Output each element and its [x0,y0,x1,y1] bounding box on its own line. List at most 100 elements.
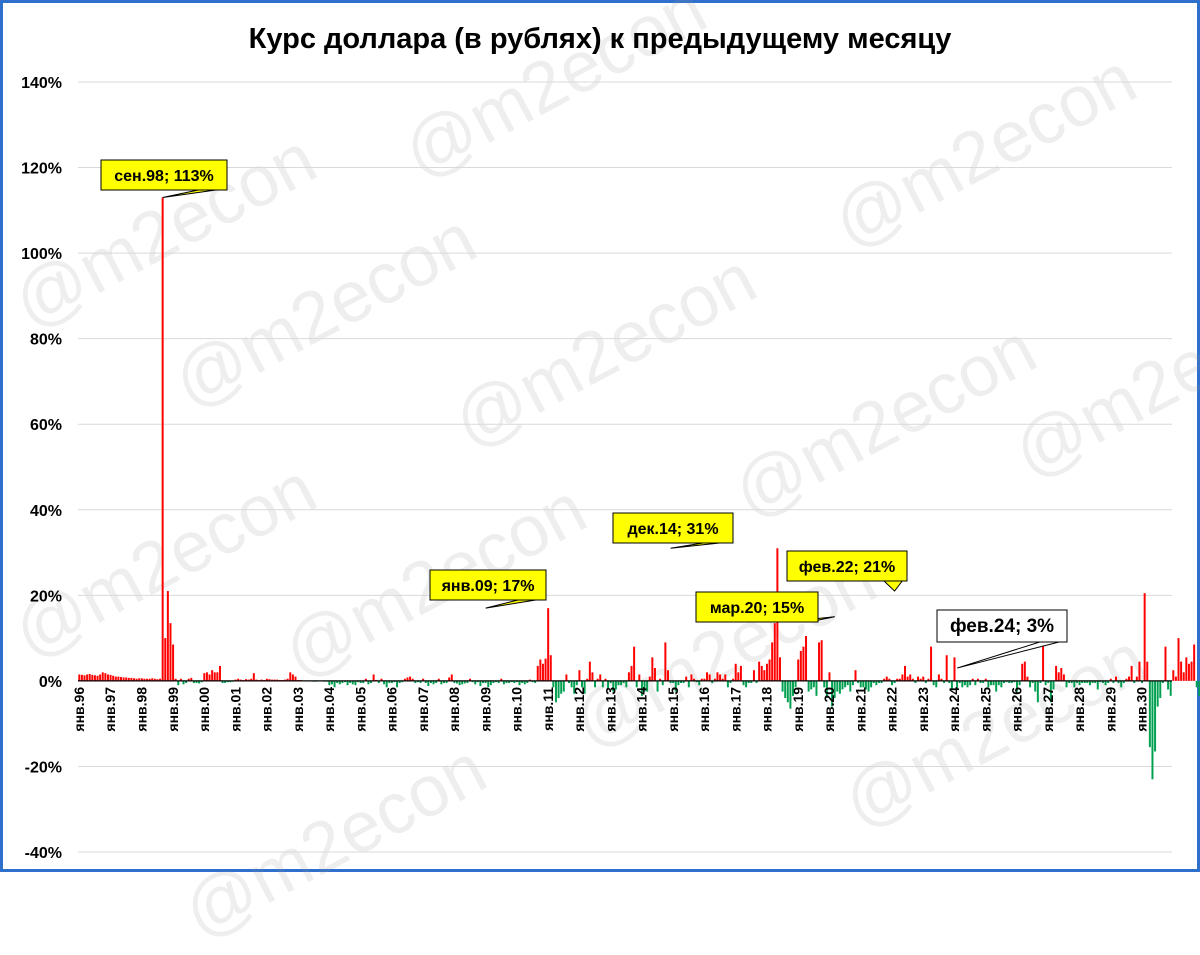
bar [135,678,138,681]
bar [205,672,208,681]
x-tick-label: янв.23 [915,687,931,732]
bar [666,670,669,681]
bar [1120,680,1123,688]
bar [643,680,646,692]
bar [1148,680,1151,748]
bar [83,675,86,681]
bar [859,680,862,688]
bar [857,680,860,684]
bar [106,674,109,681]
bar [682,680,685,684]
bar [687,680,690,688]
bar [784,680,787,698]
bar [898,678,901,681]
bar [932,680,935,686]
bar [825,680,828,698]
bar [346,680,349,686]
bar [383,680,386,685]
bar [552,680,555,688]
bar [760,665,763,681]
bar [1008,680,1011,684]
bar [922,676,925,681]
bar [573,680,576,694]
bar [411,678,414,681]
bar [588,661,591,681]
bar [1010,680,1013,684]
bar [1180,661,1183,681]
bar [612,680,615,692]
bar [953,657,956,681]
bar [125,677,128,681]
bar [818,642,821,681]
bar [656,680,659,692]
callout-box [429,569,547,601]
bar [252,673,255,681]
x-tick-label: янв.98 [134,687,150,732]
bar [341,680,344,684]
bar [935,680,938,688]
bar [161,197,164,681]
bar [838,680,841,694]
x-tick-label: янв.22 [884,687,900,732]
bar [896,678,899,681]
bar [789,680,792,709]
bar [917,676,920,681]
y-tick-label: 80% [30,332,62,349]
bar [1013,680,1016,683]
bar [1073,680,1076,688]
bar [101,672,104,681]
bar [773,623,776,681]
bar [336,680,339,684]
bar [409,676,412,681]
x-tick-label: янв.17 [727,687,743,732]
bar [1182,672,1185,681]
bar [695,680,698,683]
bar [1055,665,1058,681]
bar [781,680,784,692]
bar [1112,680,1115,684]
bar [469,678,472,681]
bar [664,642,667,681]
bar [273,679,276,681]
chart-title: Курс доллара (в рублях) к предыдущему ме… [249,23,952,55]
bar [1000,680,1003,688]
bar [841,680,844,690]
bar [870,680,873,688]
bar [633,646,636,681]
bar [172,644,175,681]
bar [448,677,451,681]
bar [948,680,951,684]
bar [364,678,367,681]
bar [867,680,870,692]
bar [1016,680,1019,692]
bar [156,679,159,681]
x-tick-label: янв.10 [509,687,525,732]
y-tick-label: 0% [39,674,62,691]
bar [393,680,396,683]
bar [1065,680,1068,688]
bar [609,680,612,684]
x-tick-label: янв.03 [290,687,306,732]
bar [1068,680,1071,684]
bar [706,672,709,681]
bar [1099,680,1102,683]
bar [1088,680,1091,686]
bar [708,674,711,681]
bar [523,680,526,685]
bar [716,672,719,681]
bar [742,680,745,686]
bar [1049,680,1052,703]
x-tick-label: янв.05 [352,687,368,732]
x-tick-label: янв.20 [821,687,837,732]
bar [583,680,586,694]
bar [294,676,297,681]
bar [245,679,247,681]
bar [570,680,573,688]
bar [1115,676,1117,681]
bar [956,680,959,690]
x-tick-label: янв.19 [790,687,806,732]
bar [226,680,229,683]
bar [575,680,578,686]
bar [450,674,453,681]
bar [367,680,370,685]
